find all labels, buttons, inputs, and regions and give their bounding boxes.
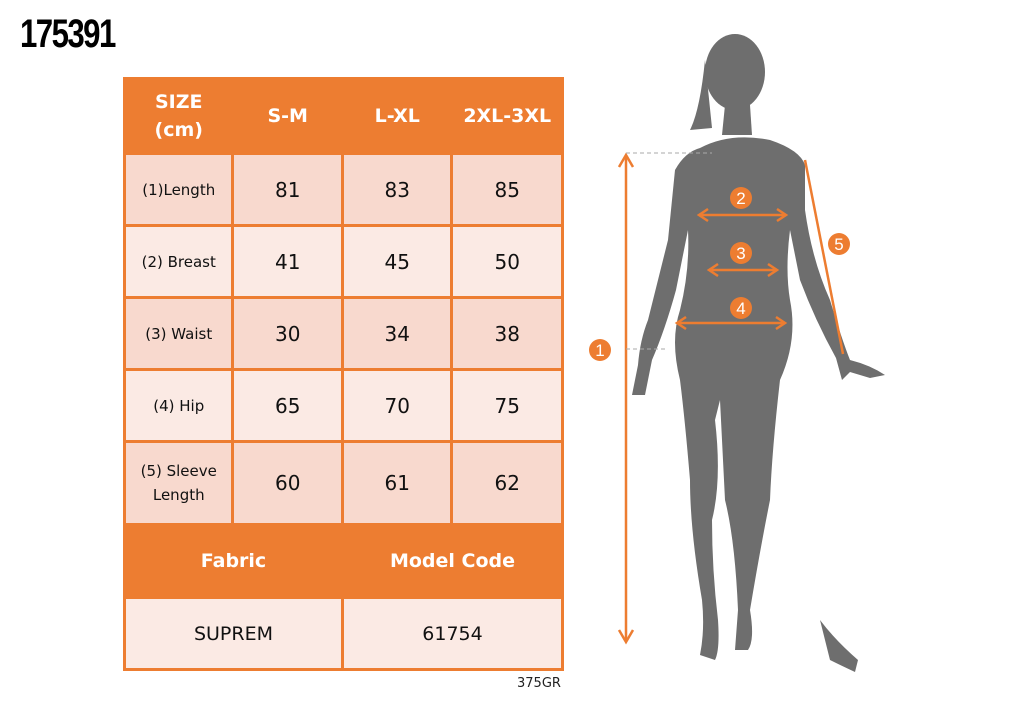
cell: 50: [450, 224, 564, 299]
footer-code: 375GR: [517, 676, 561, 691]
cell: 70: [340, 368, 454, 443]
cell: 61: [340, 440, 454, 526]
marker-1: 1: [595, 341, 604, 360]
marker-2: 2: [736, 189, 745, 208]
marker-3: 3: [736, 244, 745, 263]
fabric-label: Fabric: [123, 523, 344, 599]
fabric-value: SUPREM: [123, 596, 344, 671]
marker-4: 4: [736, 299, 745, 318]
marker-badges: 1 2 3 4 5: [589, 187, 850, 361]
row-label: (1)Length: [122, 152, 235, 227]
cell: 75: [450, 368, 564, 443]
table-row: (5) Sleeve Length 60 61 62: [122, 440, 564, 526]
size-chart-table: SIZE (cm) S-M L-XL 2XL-3XL (1)Length 81 …: [122, 77, 565, 671]
cell: 41: [231, 224, 344, 299]
product-code: 175391: [20, 12, 116, 56]
table-row: (2) Breast 41 45 50: [122, 224, 564, 299]
fabric-header-row: Fabric Model Code: [123, 523, 565, 599]
model-code-label: Model Code: [340, 523, 565, 599]
fabric-value-row: SUPREM 61754: [123, 596, 565, 671]
sleeve-arrow: [803, 159, 845, 355]
cell: 45: [340, 224, 454, 299]
row-label: (5) Sleeve Length: [122, 440, 235, 526]
row-label: (2) Breast: [122, 224, 235, 299]
header-s-m: S-M: [231, 77, 344, 155]
cell: 85: [450, 152, 564, 227]
row-label: (3) Waist: [122, 296, 235, 371]
cell: 65: [231, 368, 344, 443]
marker-5: 5: [834, 235, 843, 254]
header-2xl-3xl: 2XL-3XL: [450, 77, 564, 155]
table-row: (3) Waist 30 34 38: [122, 296, 564, 371]
cell: 81: [231, 152, 344, 227]
cell: 83: [340, 152, 454, 227]
table-row: (1)Length 81 83 85: [122, 152, 564, 227]
cell: 34: [340, 296, 454, 371]
cell: 62: [450, 440, 564, 526]
header-l-xl: L-XL: [340, 77, 454, 155]
table-row: (4) Hip 65 70 75: [122, 368, 564, 443]
model-code-value: 61754: [340, 596, 565, 671]
table-header-row: SIZE (cm) S-M L-XL 2XL-3XL: [122, 77, 564, 155]
cell: 30: [231, 296, 344, 371]
body-silhouette: [632, 34, 885, 672]
measurement-arrows: [617, 152, 845, 645]
header-size: SIZE (cm): [122, 77, 235, 155]
cell: 38: [450, 296, 564, 371]
cell: 60: [231, 440, 344, 526]
row-label: (4) Hip: [122, 368, 235, 443]
